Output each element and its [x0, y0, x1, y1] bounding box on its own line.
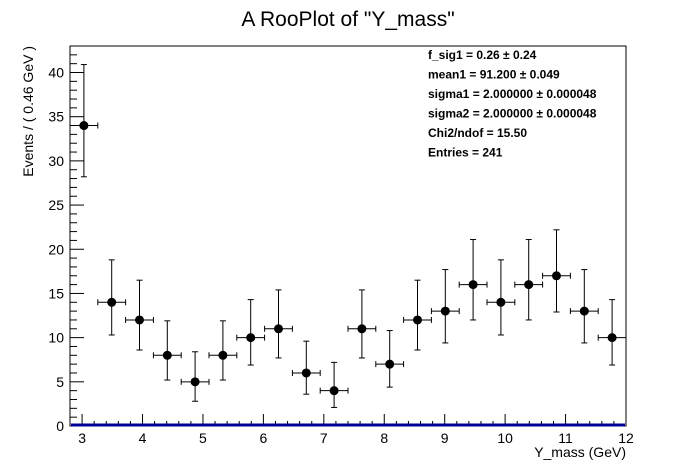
- stats-line: f_sig1 = 0.26 ± 0.24: [428, 48, 537, 62]
- data-point: [514, 239, 544, 321]
- y-tick-label: 40: [48, 65, 64, 81]
- x-tick-label: 4: [139, 430, 147, 446]
- data-marker: [413, 315, 422, 325]
- x-axis: 3 4 5 6 7 8 9 10 11 12: [69, 414, 634, 446]
- data-point: [319, 361, 349, 408]
- data-marker: [162, 350, 172, 360]
- y-axis-label: Events / ( 0.46 GeV ): [20, 46, 36, 177]
- data-marker: [301, 368, 311, 378]
- chart-title: A RooPlot of "Y_mass": [241, 8, 454, 31]
- data-point: [347, 289, 377, 359]
- data-point: [430, 269, 460, 344]
- data-point: [152, 320, 182, 381]
- data-marker: [135, 315, 144, 325]
- data-marker: [190, 377, 200, 387]
- data-marker: [274, 324, 283, 334]
- data-point: [458, 239, 488, 321]
- y-axis: 0 5 10 15 20 25 30 35 40: [48, 45, 84, 434]
- stats-line: Chi2/ndof = 15.50: [428, 126, 527, 140]
- x-tick-label: 11: [558, 430, 573, 446]
- data-point: [375, 330, 405, 388]
- data-marker: [552, 271, 561, 281]
- data-point: [403, 279, 432, 351]
- data-marker: [218, 350, 228, 360]
- data-marker: [607, 333, 617, 343]
- stats-line: sigma1 = 2.000000 ± 0.000048: [428, 87, 597, 101]
- data-marker: [357, 324, 367, 334]
- data-marker: [329, 386, 339, 396]
- plot-frame: [69, 45, 627, 427]
- data-point: [486, 259, 516, 336]
- stats-line: mean1 = 91.200 ± 0.049: [428, 68, 560, 82]
- data-marker: [107, 297, 117, 307]
- data-point: [542, 229, 571, 313]
- data-marker: [246, 333, 256, 343]
- y-tick-label: 20: [48, 241, 64, 257]
- x-tick-label: 6: [259, 430, 267, 446]
- stats-box: f_sig1 = 0.26 ± 0.24 mean1 = 91.200 ± 0.0…: [428, 48, 597, 160]
- data-point: [264, 289, 293, 359]
- data-marker: [440, 306, 450, 316]
- y-tick-label: 5: [56, 374, 64, 390]
- data-point: [291, 340, 321, 395]
- data-marker: [579, 306, 589, 316]
- data-point: [597, 299, 627, 366]
- x-axis-label: Y_mass (GeV): [534, 444, 626, 460]
- data-point: [208, 320, 238, 381]
- x-tick-label: 12: [618, 430, 634, 446]
- x-tick-label: 9: [441, 430, 449, 446]
- y-tick-label: 10: [48, 330, 64, 346]
- y-tick-label: 25: [48, 197, 64, 213]
- x-tick-label: 5: [199, 430, 207, 446]
- stats-line: sigma2 = 2.000000 ± 0.000048: [428, 107, 597, 121]
- data-marker: [496, 297, 506, 307]
- y-tick-label: 0: [56, 418, 64, 434]
- x-tick-label: 8: [380, 430, 388, 446]
- data-points: [69, 64, 627, 408]
- data-point: [125, 279, 154, 351]
- data-marker: [524, 280, 534, 290]
- x-tick-label: 10: [497, 430, 513, 446]
- stats-line: Entries = 241: [428, 146, 503, 160]
- data-point: [97, 259, 127, 336]
- y-tick-label: 15: [48, 285, 64, 301]
- data-point: [569, 269, 599, 344]
- x-tick-label: 7: [320, 430, 328, 446]
- data-marker: [385, 359, 395, 369]
- data-point: [69, 64, 99, 178]
- y-tick-label: 30: [48, 153, 64, 169]
- data-marker: [468, 280, 478, 290]
- data-point: [180, 351, 210, 402]
- data-point: [236, 299, 266, 366]
- data-marker: [79, 121, 89, 131]
- y-tick-label: 35: [48, 109, 64, 125]
- x-tick-label: 3: [78, 430, 86, 446]
